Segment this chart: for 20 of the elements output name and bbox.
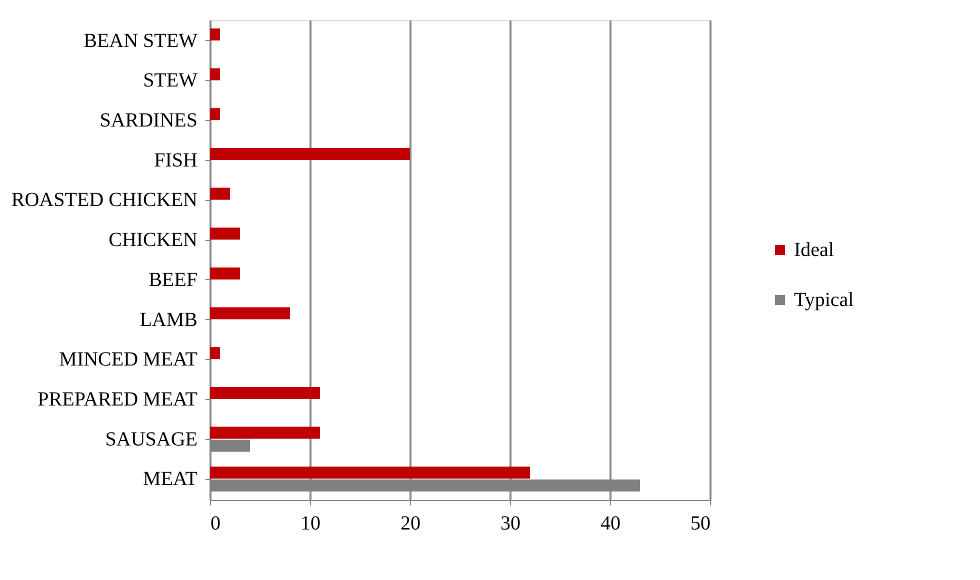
x-tick-label: 30 <box>500 512 520 534</box>
y-tick-label: PREPARED MEAT <box>38 388 198 410</box>
x-tick-label: 50 <box>690 512 710 534</box>
x-tick-label: 0 <box>210 512 220 534</box>
x-tick-label: 10 <box>300 512 320 534</box>
legend-label: Typical <box>794 289 854 311</box>
y-tick-label: SAUSAGE <box>105 428 198 450</box>
legend-label: Ideal <box>794 239 834 261</box>
y-tick-label: BEAN STEW <box>84 30 198 52</box>
y-tick-label: ROASTED CHICKEN <box>11 189 198 212</box>
y-tick-label: MINCED MEAT <box>59 348 198 371</box>
y-tick-label: LAMB <box>140 308 198 331</box>
y-tick-label: SARDINES <box>100 110 198 132</box>
y-tick-label: STEW <box>143 70 198 92</box>
x-tick-label: 20 <box>400 512 420 534</box>
y-tick-label: CHICKEN <box>108 229 198 252</box>
y-tick-label: MEAT <box>143 468 198 490</box>
y-tick-label: FISH <box>154 149 198 172</box>
x-tick-label: 40 <box>600 512 620 534</box>
y-tick-label: BEEF <box>148 268 198 291</box>
